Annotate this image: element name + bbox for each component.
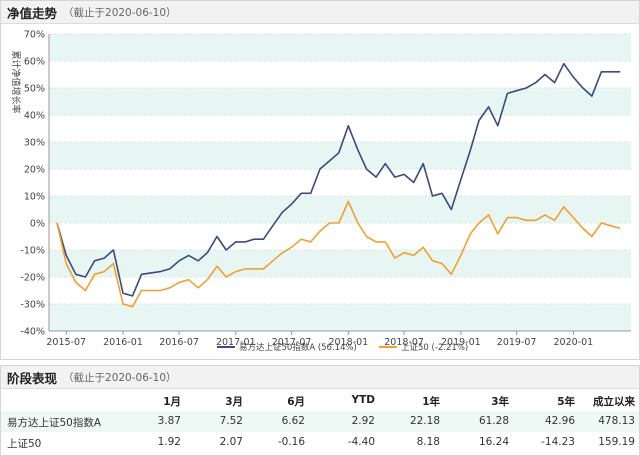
performance-panel: 阶段表现 （截止于2020-06-10） 1月 3月 6月 YTD 1年 3年 … xyxy=(0,365,640,456)
series-lines xyxy=(56,62,621,308)
y-tick-label: 30% xyxy=(24,138,45,149)
x-tick-label: 2018-07 xyxy=(384,337,424,348)
grid-bands xyxy=(49,34,631,331)
series-line-1 xyxy=(56,200,621,308)
y-tick-label: -40% xyxy=(20,327,45,338)
y-tick-label: 40% xyxy=(24,111,45,122)
cell: 159.19 xyxy=(598,436,635,448)
cell: 3.87 xyxy=(157,415,181,427)
cell: 42.96 xyxy=(544,415,575,427)
legend-label-0: 易方达上证50指数A (56.14%) xyxy=(239,342,357,353)
x-tick-label: 2019-07 xyxy=(497,337,537,348)
performance-title: 阶段表现 xyxy=(7,370,58,386)
nav-line-chart: -40%-30%-20%-10%0%10%20%30%40%50%60%70% … xyxy=(10,30,631,353)
x-tick-label: 2018-01 xyxy=(328,337,368,348)
cell: 2.07 xyxy=(219,436,243,448)
col-header: 5年 xyxy=(557,396,575,408)
x-axis: 2015-07 2016-01 2016-07 2017-01 2017-07 2018-… xyxy=(46,330,631,348)
col-header: YTD xyxy=(351,394,375,406)
cell: -0.16 xyxy=(277,436,305,448)
table-row: 上证50 1.92 2.07 -0.16 -4.40 8.18 16.24 -1… xyxy=(1,432,639,453)
cell: 16.24 xyxy=(478,436,509,448)
x-tick-label: 2016-07 xyxy=(159,337,199,348)
cell: 8.18 xyxy=(416,436,440,448)
cell: 478.13 xyxy=(598,415,635,427)
grid-band xyxy=(49,304,631,331)
x-tick-label: 2019-01 xyxy=(441,337,481,348)
chart-subtitle: （截止于2020-06-10） xyxy=(63,6,177,19)
table-row: 易方达上证50指数A 3.87 7.52 6.62 2.92 22.18 61.… xyxy=(1,411,639,432)
y-tick-label: -10% xyxy=(20,246,45,257)
x-tick-label: 2020-01 xyxy=(554,337,594,348)
y-axis: -40% -30% -20% -10% 0% 10% 20% 30% 40% 50% 60% 70% xyxy=(20,30,50,338)
chart-panel: 净值走势 （截止于2020-06-10） -40% -30% -20% -10% 0% 1… xyxy=(0,0,640,360)
row-name: 上证50 xyxy=(7,438,42,450)
cell: 2.92 xyxy=(351,415,375,427)
y-tick-label: 50% xyxy=(24,84,45,95)
performance-table: 1月 3月 6月 YTD 1年 3年 5年 成立以来 易方达上证50指数A 3.… xyxy=(1,390,639,453)
y-tick-label: -30% xyxy=(20,300,45,311)
col-header: 3年 xyxy=(491,396,509,408)
y-tick-label: 10% xyxy=(24,192,45,203)
y-axis-label: 累计净值增长率 xyxy=(10,50,22,113)
legend-label-1: 上证50 (-2.21%) xyxy=(401,343,468,353)
series-line-0 xyxy=(56,62,621,297)
cell: 1.92 xyxy=(157,436,181,448)
table-header-row: 1月 3月 6月 YTD 1年 3年 5年 成立以来 xyxy=(1,390,639,411)
y-tick-label: 60% xyxy=(24,57,45,68)
col-header: 1月 xyxy=(163,396,181,408)
col-header: 3月 xyxy=(225,396,243,408)
y-tick-label: 0% xyxy=(30,219,45,230)
legend: 易方达上证50指数A (56.14%) 上证50 (-2.21%) xyxy=(217,342,468,353)
col-header: 6月 xyxy=(287,396,305,408)
x-tick-label: 2015-07 xyxy=(46,337,86,348)
cell: 22.18 xyxy=(409,415,440,427)
chart-header: 净值走势 （截止于2020-06-10） xyxy=(1,1,639,24)
grid-band xyxy=(49,142,631,169)
performance-subtitle: （截止于2020-06-10） xyxy=(63,371,177,384)
grid-band xyxy=(49,88,631,115)
grid-band xyxy=(49,34,631,61)
cell: 7.52 xyxy=(219,415,243,427)
y-tick-label: -20% xyxy=(20,273,45,284)
col-header: 成立以来 xyxy=(593,396,635,408)
cell: -4.40 xyxy=(347,436,375,448)
x-tick-label: 2017-07 xyxy=(272,337,312,348)
cell: -14.23 xyxy=(541,436,575,448)
cell: 6.62 xyxy=(281,415,305,427)
cell: 61.28 xyxy=(478,415,509,427)
chart-title: 净值走势 xyxy=(7,5,58,21)
x-tick-label: 2016-01 xyxy=(103,337,143,348)
col-header: 1年 xyxy=(422,396,440,408)
y-tick-label: 20% xyxy=(24,165,45,176)
x-tick-label: 2017-01 xyxy=(216,337,256,348)
row-name: 易方达上证50指数A xyxy=(7,417,102,429)
grid-band xyxy=(49,250,631,277)
y-tick-label: 70% xyxy=(24,30,45,41)
performance-header: 阶段表现 （截止于2020-06-10） xyxy=(1,366,639,389)
